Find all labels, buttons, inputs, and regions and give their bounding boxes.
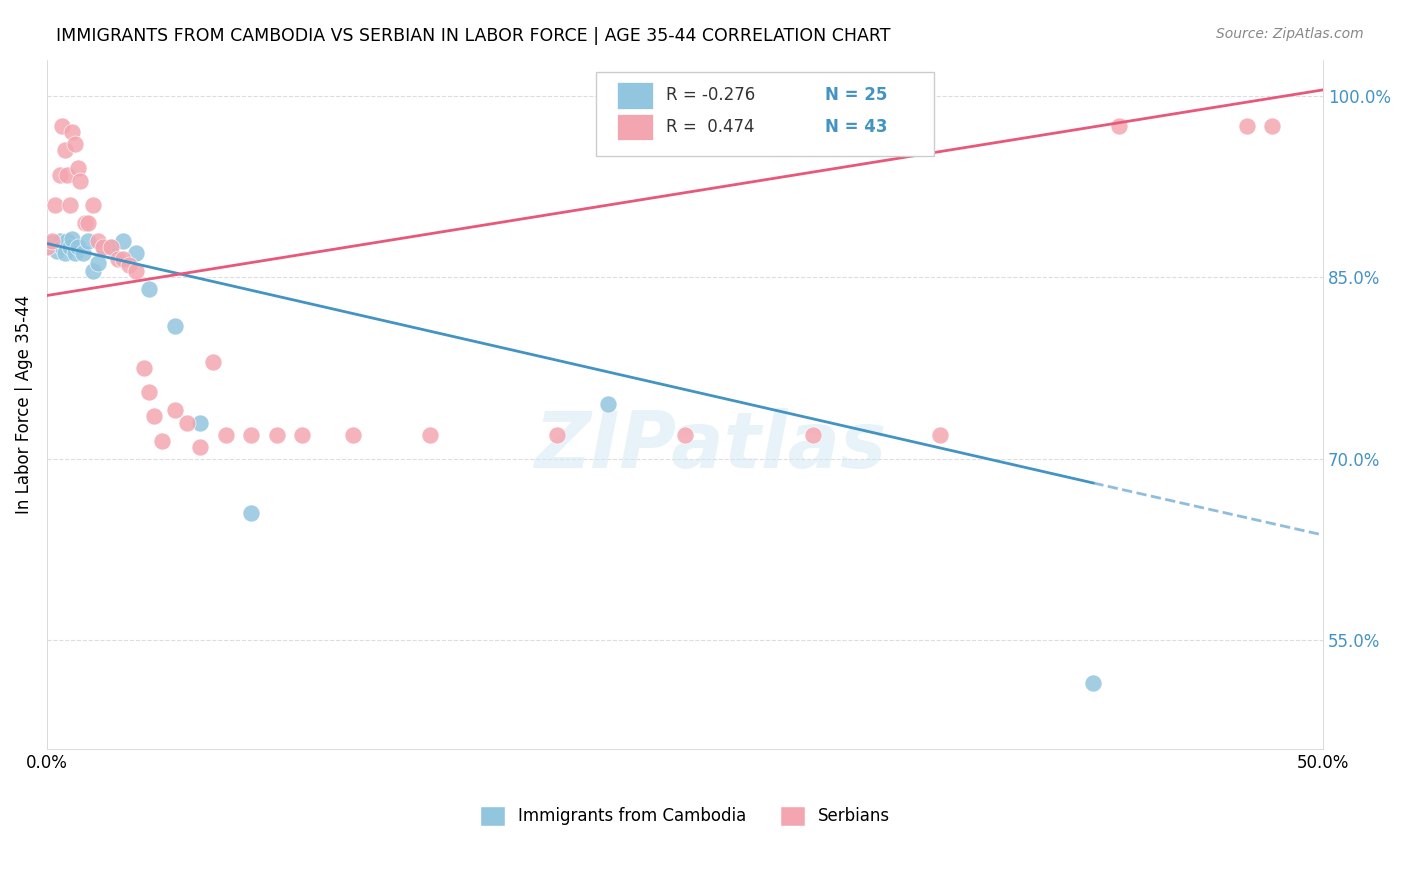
Text: Source: ZipAtlas.com: Source: ZipAtlas.com [1216,27,1364,41]
Point [291,427,314,442]
Point [44,198,66,212]
Point [35,240,58,254]
Point [56,234,79,248]
Point [598,397,620,411]
Point [46,244,69,258]
Point [188,416,211,430]
Point [76,216,98,230]
Point [342,427,364,442]
Point [1236,119,1258,133]
Point [132,361,155,376]
Text: N = 25: N = 25 [825,87,887,104]
Point [117,258,139,272]
Point [41,236,63,251]
Point [125,264,148,278]
Point [1108,119,1130,133]
Legend: Immigrants from Cambodia, Serbians: Immigrants from Cambodia, Serbians [474,799,897,832]
Point [72,246,94,260]
Point [100,240,122,254]
Text: IMMIGRANTS FROM CAMBODIA VS SERBIAN IN LABOR FORCE | AGE 35-44 CORRELATION CHART: IMMIGRANTS FROM CAMBODIA VS SERBIAN IN L… [56,27,891,45]
Text: R = -0.276: R = -0.276 [666,87,755,104]
Point [53,246,76,260]
Point [1261,119,1284,133]
Point [66,161,89,176]
Text: ZIPatlas: ZIPatlas [534,408,887,483]
Point [35,240,58,254]
FancyBboxPatch shape [596,72,934,156]
Point [76,234,98,248]
Bar [617,82,654,109]
Point [59,240,82,254]
Point [91,240,114,254]
Point [51,119,73,133]
Point [929,427,952,442]
Point [82,198,104,212]
Point [56,168,79,182]
Point [125,246,148,260]
Point [240,427,263,442]
Point [1083,675,1105,690]
Point [63,246,86,260]
Point [41,234,63,248]
Point [87,234,110,248]
Point [419,427,441,442]
Point [546,427,568,442]
Point [266,427,288,442]
Bar [617,114,654,140]
Y-axis label: In Labor Force | Age 35-44: In Labor Force | Age 35-44 [15,295,32,514]
Point [91,240,114,254]
Point [100,240,122,254]
Point [240,506,263,520]
Point [150,434,173,448]
Text: N = 43: N = 43 [825,118,889,136]
Point [214,427,236,442]
Point [188,440,211,454]
Point [112,252,135,267]
Point [163,318,186,333]
Point [138,283,160,297]
Point [62,232,84,246]
Text: R =  0.474: R = 0.474 [666,118,755,136]
Point [143,409,166,424]
Point [112,234,135,248]
Point [51,240,73,254]
Point [82,264,104,278]
Point [75,216,97,230]
Point [66,240,89,254]
Point [163,403,186,417]
Point [63,137,86,152]
Point [87,256,110,270]
Point [48,168,70,182]
Point [673,427,696,442]
Point [801,427,824,442]
Point [69,173,91,187]
Point [201,355,224,369]
Point [138,385,160,400]
Point [62,125,84,139]
Point [53,144,76,158]
Point [107,252,129,267]
Point [59,198,82,212]
Point [48,234,70,248]
Point [176,416,198,430]
